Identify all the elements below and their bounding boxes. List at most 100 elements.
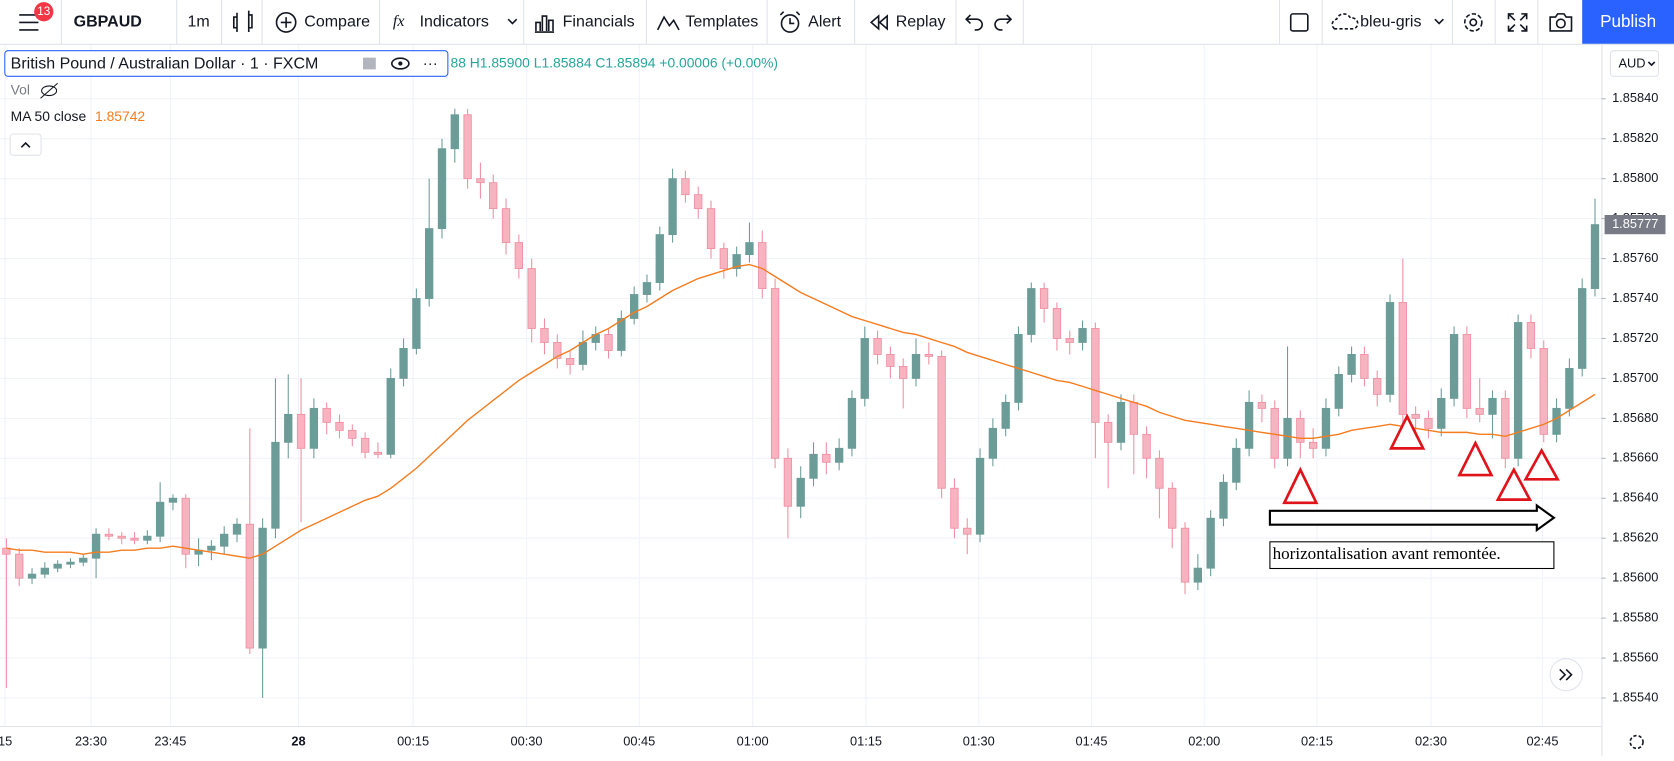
publish-label[interactable]: Publish bbox=[1600, 12, 1656, 31]
currency[interactable]: AUD bbox=[1618, 55, 1645, 70]
collapse-button[interactable] bbox=[9, 133, 42, 156]
x-tick-label: 02:00 bbox=[1188, 733, 1220, 748]
layout-button[interactable] bbox=[1289, 13, 1309, 32]
axis-settings[interactable] bbox=[1629, 734, 1644, 750]
candle-body bbox=[604, 334, 613, 351]
candle-body bbox=[143, 535, 152, 541]
last-price-box bbox=[1604, 215, 1666, 235]
y-tick-label: 1.85680 bbox=[1612, 410, 1658, 425]
drawings bbox=[1282, 413, 1560, 505]
publish-button[interactable] bbox=[1582, 0, 1674, 44]
candle-body bbox=[553, 342, 562, 359]
snapshot-button[interactable] bbox=[1549, 13, 1573, 32]
candle-body bbox=[335, 421, 344, 431]
candle-body bbox=[258, 527, 267, 649]
candle-body bbox=[1052, 308, 1062, 339]
replay[interactable]: Replay bbox=[896, 14, 946, 31]
cloud-icon bbox=[1331, 13, 1359, 30]
candle-body bbox=[1180, 527, 1190, 583]
x-tick-label: 01:00 bbox=[737, 733, 769, 748]
candle-body bbox=[1501, 397, 1510, 459]
candle-body bbox=[309, 407, 319, 449]
dropdown-icon bbox=[1647, 61, 1656, 67]
redo-icon[interactable] bbox=[994, 14, 1013, 31]
y-tick-label: 1.85700 bbox=[1612, 370, 1658, 385]
candle-body bbox=[950, 487, 959, 529]
legend-box[interactable] bbox=[4, 50, 449, 77]
settings-icon bbox=[1469, 18, 1478, 27]
indicators[interactable]: Indicators bbox=[420, 14, 489, 31]
interval[interactable]: 1m bbox=[187, 14, 209, 31]
candle-body bbox=[117, 535, 126, 539]
candle-body bbox=[104, 533, 114, 537]
templates[interactable]: Templates bbox=[685, 14, 758, 31]
y-tick-label: 1.85840 bbox=[1612, 90, 1658, 105]
compare-icon bbox=[280, 17, 292, 28]
candle-body bbox=[1565, 367, 1574, 409]
x-tick-label: 01:15 bbox=[850, 733, 882, 748]
candle-icon bbox=[233, 10, 253, 33]
more-icon[interactable]: ··· bbox=[423, 55, 438, 72]
candle-body bbox=[745, 242, 754, 255]
layout-name[interactable]: bleu-gris bbox=[1360, 14, 1421, 31]
alert-icon bbox=[779, 11, 801, 25]
triangle bbox=[1388, 413, 1426, 450]
collapse-icon bbox=[20, 141, 31, 148]
currency-button[interactable] bbox=[1609, 50, 1660, 77]
candle-body bbox=[668, 178, 677, 236]
candle-body bbox=[1360, 354, 1369, 379]
candle-body bbox=[899, 366, 908, 379]
toolbar-bg bbox=[0, 0, 1674, 44]
dropdown-icon[interactable] bbox=[507, 18, 518, 25]
x-tick-label: 01:45 bbox=[1075, 733, 1107, 748]
candle-body bbox=[1513, 322, 1523, 459]
chart-type-button[interactable] bbox=[233, 10, 253, 33]
annotation-box bbox=[1269, 541, 1555, 570]
alert[interactable]: Alert bbox=[808, 14, 841, 31]
candle-body bbox=[53, 563, 62, 569]
chart-area bbox=[0, 44, 1602, 726]
financials[interactable]: Financials bbox=[563, 14, 635, 31]
candle-body bbox=[527, 268, 536, 329]
y-tick-label: 1.85600 bbox=[1612, 570, 1658, 585]
x-tick-label: 15 bbox=[0, 733, 12, 748]
candle-body bbox=[1142, 433, 1151, 459]
settings-button[interactable] bbox=[1463, 13, 1483, 32]
hidden-icon[interactable] bbox=[41, 85, 58, 97]
candle-body bbox=[1385, 302, 1395, 395]
x-tick-label: 02:30 bbox=[1415, 733, 1447, 748]
arrow bbox=[1268, 503, 1556, 533]
candle-body bbox=[1552, 407, 1561, 435]
candle-body bbox=[271, 441, 280, 529]
candle-body bbox=[437, 148, 447, 230]
candle-body bbox=[719, 248, 728, 269]
candle-body bbox=[360, 437, 370, 453]
dropdown-icon[interactable] bbox=[1434, 18, 1444, 25]
candle-body bbox=[181, 497, 190, 555]
undo-icon[interactable] bbox=[965, 14, 983, 31]
menu-button[interactable]: 13 bbox=[19, 2, 54, 31]
fullscreen-button[interactable] bbox=[1507, 13, 1528, 32]
y-tick-label: 1.85720 bbox=[1612, 330, 1658, 345]
candle-body bbox=[399, 348, 408, 379]
ma-label: MA 50 close bbox=[11, 108, 87, 124]
candle-body bbox=[91, 533, 101, 559]
x-tick-label: 28 bbox=[291, 733, 305, 748]
candle-body bbox=[168, 497, 178, 503]
triangle bbox=[1523, 447, 1560, 481]
eye-icon[interactable] bbox=[391, 57, 410, 70]
candle-body bbox=[617, 318, 626, 351]
candle-body bbox=[642, 282, 652, 295]
candle-body bbox=[796, 477, 805, 507]
candle-body bbox=[1578, 288, 1587, 369]
ma-value: 1.85742 bbox=[95, 108, 145, 124]
compare[interactable]: Compare bbox=[304, 14, 370, 31]
x-tick-label: 23:45 bbox=[154, 733, 186, 748]
candle-body bbox=[975, 457, 985, 535]
symbol[interactable]: GBPAUD bbox=[74, 14, 142, 31]
candle-body bbox=[207, 545, 216, 551]
candle-body bbox=[1104, 421, 1113, 443]
candle-body bbox=[27, 573, 37, 579]
financials-icon bbox=[534, 15, 555, 33]
candle-body bbox=[540, 328, 549, 343]
